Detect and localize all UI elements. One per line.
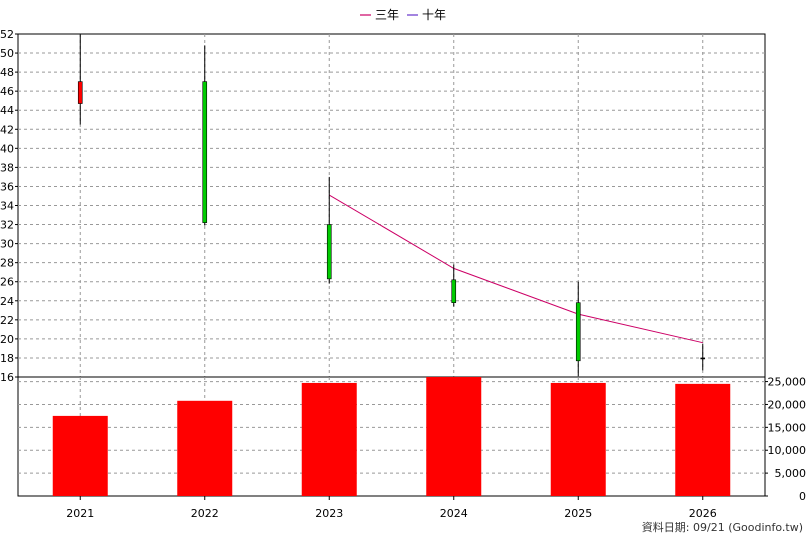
volume-tick-label: 10,000 [768, 444, 807, 457]
legend-item: 三年 [360, 8, 399, 22]
source-label: 資料日期: 09/21 (Goodinfo.tw) [642, 520, 803, 534]
volume-bar [177, 400, 233, 496]
volume-tick-label: 15,000 [768, 421, 807, 434]
price-tick-label: 36 [0, 180, 14, 193]
price-tick-label: 18 [0, 352, 14, 365]
price-panel: 16 18 20 22 24 26 28 30 32 34 36 38 40 42 44 46 48 50 52 [0, 28, 766, 384]
candle-body [575, 302, 581, 362]
price-tick-label: 28 [0, 257, 14, 270]
price-tick-label: 32 [0, 219, 14, 232]
candle [700, 343, 706, 371]
legend: 三年 十年 [360, 8, 446, 22]
candle [77, 34, 83, 125]
price-tick-label: 20 [0, 333, 14, 346]
x-tick-label: 2021 [66, 507, 94, 520]
x-tick-label: 2022 [191, 507, 219, 520]
price-tick-label: 24 [0, 295, 14, 308]
x-tick-label: 2025 [564, 507, 592, 520]
volume-tick-label: 25,000 [768, 376, 807, 389]
candle [202, 45, 208, 226]
legend-label: 十年 [422, 8, 446, 22]
volume-tick-label: 0 [799, 490, 806, 503]
x-tick-label: 2024 [440, 507, 468, 520]
x-axis: 2021 2022 2023 2024 2025 2026 [66, 496, 717, 520]
price-tick-label: 30 [0, 238, 14, 251]
x-tick-label: 2023 [315, 507, 343, 520]
candle-body [77, 81, 83, 104]
candle [451, 264, 457, 307]
candle-body [700, 357, 706, 360]
volume-panel: 0 5,000 10,000 15,000 20,000 25,000 [17, 376, 807, 503]
volume-bar [52, 415, 108, 496]
price-tick-label: 22 [0, 314, 14, 327]
price-tick-label: 26 [0, 276, 14, 289]
price-tick-label: 40 [0, 142, 14, 155]
price-tick-label: 16 [0, 371, 14, 384]
series-line-three-year [328, 194, 703, 344]
price-tick-label: 44 [0, 104, 14, 117]
legend-label: 三年 [375, 8, 399, 22]
price-tick-label: 50 [0, 47, 14, 60]
candle [326, 176, 332, 284]
x-tick-label: 2026 [689, 507, 717, 520]
price-tick-label: 34 [0, 200, 14, 213]
volume-tick-label: 20,000 [768, 398, 807, 411]
volume-bar [675, 383, 731, 496]
price-tick-label: 38 [0, 161, 14, 174]
volume-tick-label: 5,000 [775, 467, 807, 480]
price-tick-label: 52 [0, 28, 14, 41]
volume-bar [550, 382, 606, 496]
candle-body [451, 279, 457, 303]
volume-plot-area [17, 376, 766, 497]
volume-bar [301, 382, 357, 496]
candle [575, 281, 581, 377]
price-tick-label: 48 [0, 66, 14, 79]
candle-body [202, 81, 208, 223]
legend-item: 十年 [407, 8, 446, 22]
volume-bar [426, 377, 482, 496]
candle-body [326, 224, 332, 280]
price-tick-label: 46 [0, 85, 14, 98]
price-tick-label: 42 [0, 123, 14, 136]
